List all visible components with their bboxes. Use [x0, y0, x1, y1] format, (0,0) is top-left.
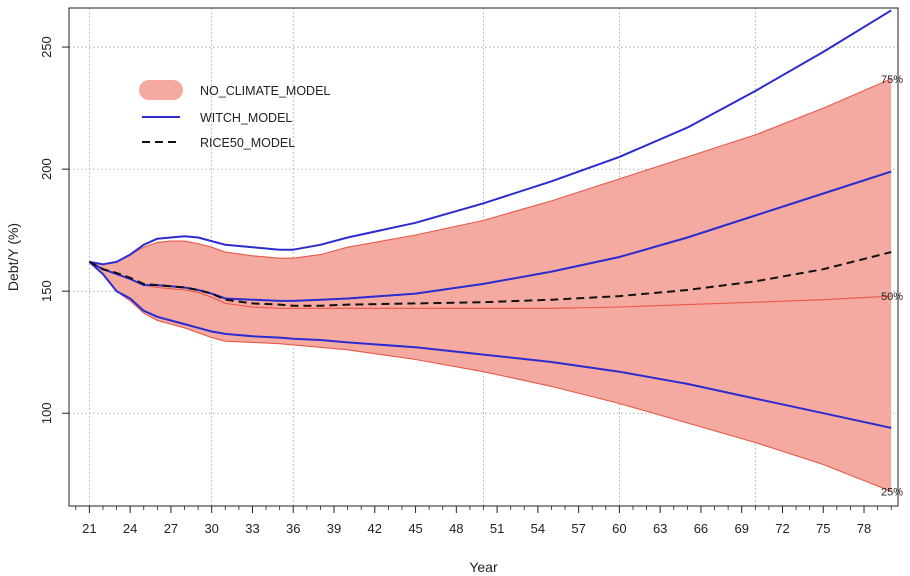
- axes: 21 24 27 30 33 36 39 42 45 48 51 54 57 60 63 66 69 72 75 78…: [39, 36, 892, 536]
- legend-swatch-no-climate: [139, 80, 183, 100]
- legend-label-rice50: RICE50_MODEL: [200, 136, 295, 150]
- x-tick-label: 51: [490, 521, 504, 536]
- rice50-line: [88, 251, 892, 307]
- x-tick-label: 21: [82, 521, 96, 536]
- x-tick-label: 39: [327, 521, 341, 536]
- percentile-label: 50%: [881, 291, 903, 303]
- x-tick-label: 30: [204, 521, 218, 536]
- x-tick-label: 27: [164, 521, 178, 536]
- x-tick-label: 60: [612, 521, 626, 536]
- series-lines: [88, 9, 892, 429]
- witch-upper-line: [89, 9, 892, 266]
- y-tick-label: 150: [39, 280, 54, 302]
- x-tick-label: 36: [286, 521, 300, 536]
- y-tick-label: 250: [39, 36, 54, 58]
- x-tick-label: 63: [653, 521, 667, 536]
- x-tick-label: 72: [775, 521, 789, 536]
- witch-lower-line: [88, 261, 892, 429]
- legend-label-witch: WITCH_MODEL: [200, 111, 292, 125]
- no-climate-lower-line: [89, 261, 892, 492]
- y-tick-label: 200: [39, 158, 54, 180]
- percentile-label: 75%: [881, 74, 903, 86]
- legend-label-no-climate: NO_CLIMATE_MODEL: [200, 84, 330, 98]
- x-tick-label: 45: [408, 521, 422, 536]
- x-tick-label: 66: [694, 521, 708, 536]
- percentile-annotations: 75% 50% 25%: [881, 74, 903, 499]
- x-tick-label: 69: [734, 521, 748, 536]
- y-tick-label: 100: [39, 402, 54, 424]
- x-axis-title: Year: [469, 559, 498, 575]
- witch-median-line: [88, 170, 892, 302]
- x-tick-label: 75: [816, 521, 830, 536]
- x-tick-label: 24: [123, 521, 137, 536]
- x-tick-label: 78: [857, 521, 871, 536]
- no-climate-band: [89, 78, 892, 492]
- legend: NO_CLIMATE_MODEL WITCH_MODEL RICE50_MODE…: [139, 80, 330, 150]
- x-tick-label: 33: [245, 521, 259, 536]
- percentile-label: 25%: [881, 486, 903, 498]
- y-axis-title: Debt/Y (%): [5, 223, 21, 291]
- x-tick-label: 54: [531, 521, 545, 536]
- x-tick-label: 42: [368, 521, 382, 536]
- x-tick-label: 48: [449, 521, 463, 536]
- no-climate-upper-line: [89, 78, 892, 265]
- x-tick-label: 57: [571, 521, 585, 536]
